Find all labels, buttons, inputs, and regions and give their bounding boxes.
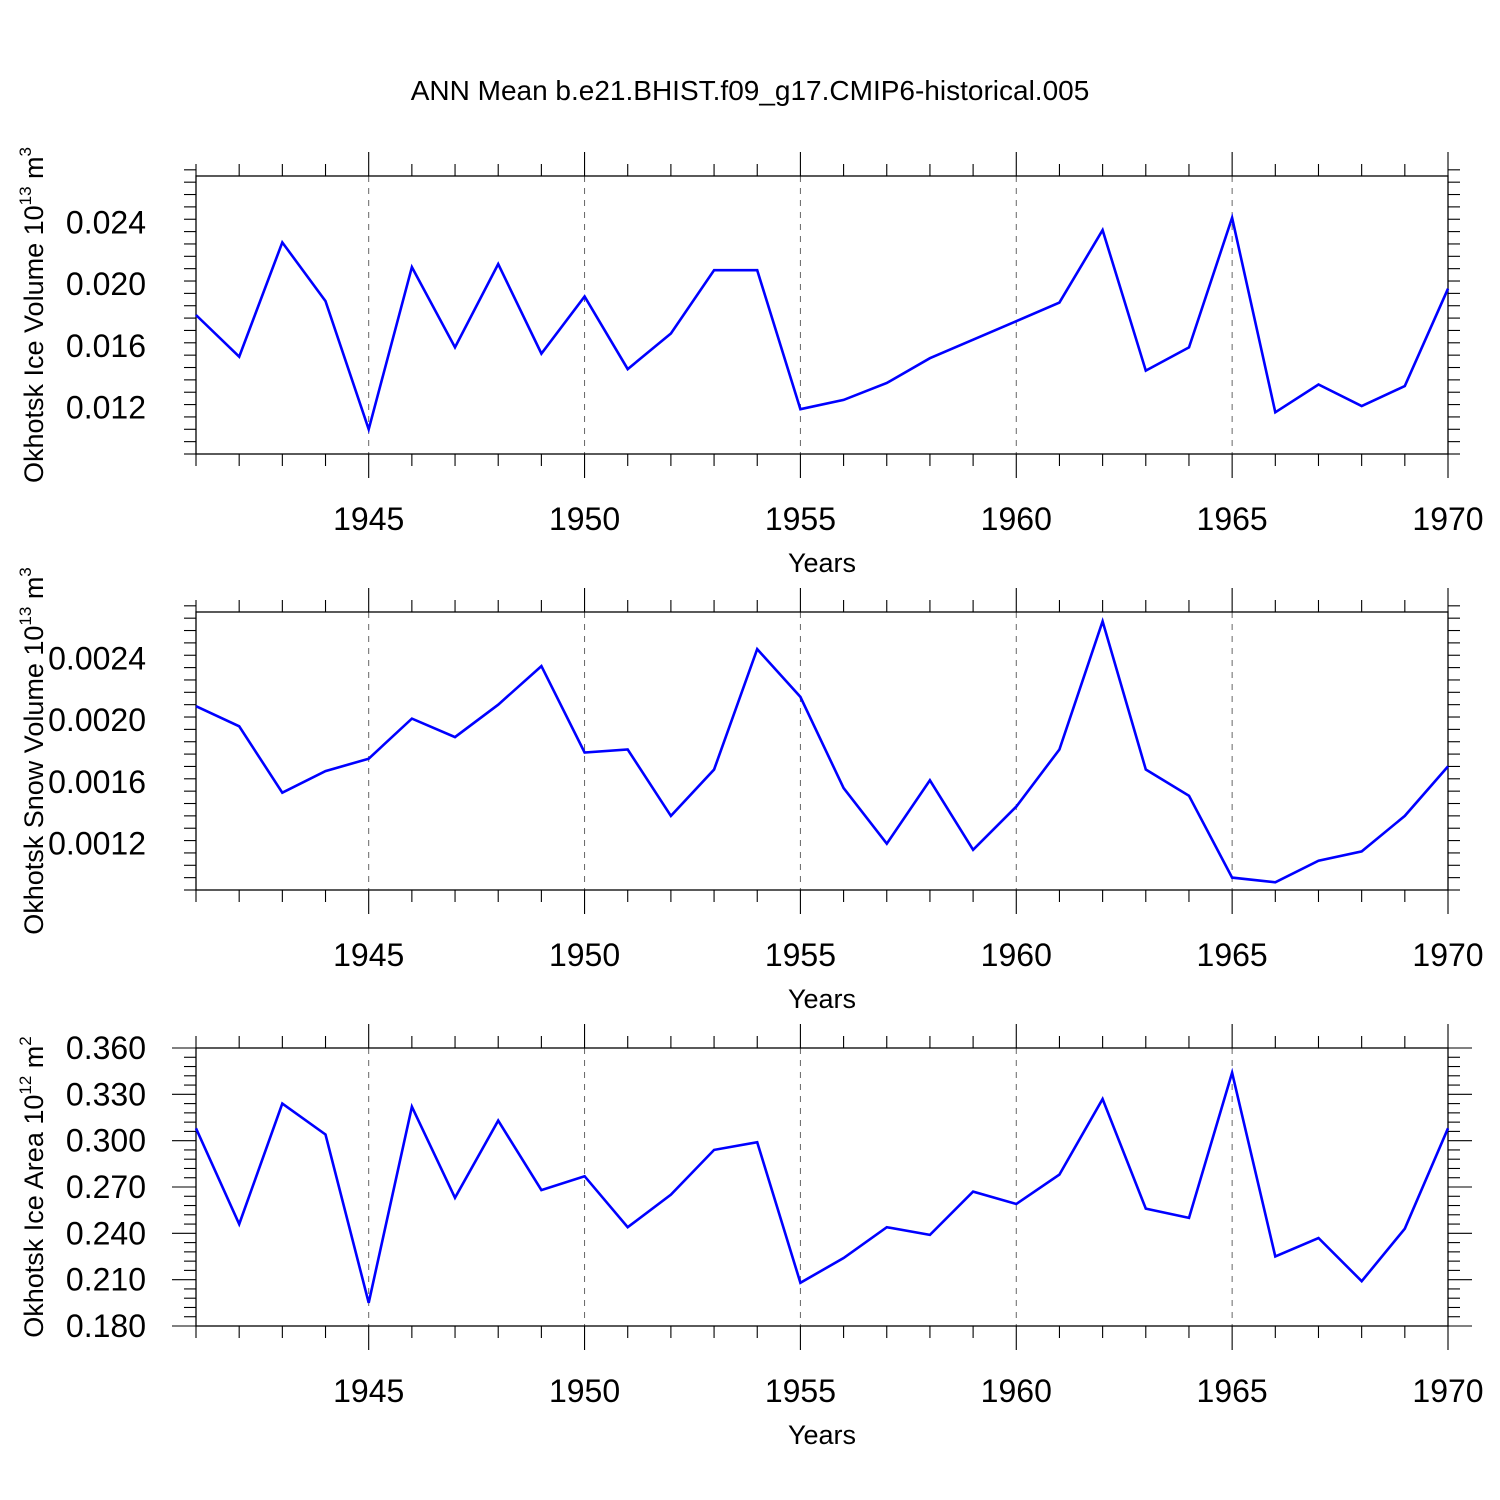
x-axis-label: Years [788,984,856,1014]
x-tick-label: 1960 [981,937,1052,973]
x-tick-label: 1950 [549,501,620,537]
y-axis-label-unit: m [19,156,49,186]
x-tick-label: 1970 [1412,937,1483,973]
x-tick-label: 1960 [981,501,1052,537]
y-axis-label-exponent: 13 [16,607,35,626]
y-tick-label: 0.210 [66,1262,146,1298]
y-axis-label: Okhotsk Ice Area 1012 m2 [16,1036,49,1338]
y-tick-label: 0.024 [66,204,146,240]
x-tick-label: 1970 [1412,1373,1483,1409]
x-tick-label: 1945 [333,501,404,537]
y-tick-label: 0.300 [66,1123,146,1159]
series-line [195,616,1449,884]
series-line [195,212,1450,434]
x-tick-label: 1960 [981,1373,1052,1409]
panels: 0.012 0.016 0.020 0.024 1945 1950 1955 1960 1965… [16,147,1484,1450]
x-tick-label: 1965 [1197,937,1268,973]
y-tick-label: 0.330 [66,1076,146,1112]
y-tick-label: 0.270 [66,1169,146,1205]
y-axis-label-unit: m [19,1046,49,1076]
x-tick-label: 1955 [765,501,836,537]
x-tick-label: 1945 [333,1373,404,1409]
y-axis-label-text: Okhotsk Ice Area 10 [19,1095,49,1338]
y-tick-label: 0.360 [66,1030,146,1066]
x-tick-label: 1955 [765,1373,836,1409]
y-axis-label-text: Okhotsk Snow Volume 10 [19,626,49,935]
panel-2: 0.0012 0.0016 0.0020 0.0024 1945 1950 1955 1960… [16,567,1484,1014]
x-tick-label: 1950 [549,937,620,973]
y-axis-label-exponent: 12 [16,1076,35,1095]
x-tick-label: 1945 [333,937,404,973]
y-tick-label: 0.180 [66,1308,146,1344]
x-tick-label: 1965 [1197,1373,1268,1409]
x-tick-label: 1955 [765,937,836,973]
plot-frame [195,175,1449,455]
x-tick-label: 1965 [1197,501,1268,537]
x-tick-label: 1950 [549,1373,620,1409]
y-axis-label-unit-exponent: 2 [16,1036,35,1045]
y-tick-label: 0.0012 [48,826,146,862]
x-axis-label: Years [788,1420,856,1450]
x-tick-label: 1970 [1412,501,1483,537]
y-axis-label-unit-exponent: 3 [16,567,35,576]
series-line [194,1067,1450,1304]
y-tick-label: 0.012 [66,390,146,426]
y-tick-label: 0.016 [66,328,146,364]
x-axis-label: Years [788,548,856,578]
panel-3: 0.180 0.210 0.240 0.270 0.300 0.330 0.360 1945 1… [16,1024,1484,1450]
panel-1: 0.012 0.016 0.020 0.024 1945 1950 1955 1960 1965… [16,147,1484,578]
y-axis-label-unit-exponent: 3 [16,147,35,156]
y-axis-label-exponent: 13 [16,186,35,205]
y-tick-label: 0.020 [66,266,146,302]
y-tick-label: 0.0020 [48,702,146,738]
y-tick-label: 0.0024 [48,640,146,676]
y-axis-label: Okhotsk Ice Volume 1013 m3 [16,147,49,483]
y-tick-label: 0.240 [66,1215,146,1251]
y-axis-label-text: Okhotsk Ice Volume 10 [19,205,49,483]
y-axis-label: Okhotsk Snow Volume 1013 m3 [16,567,49,935]
y-tick-label: 0.0016 [48,764,146,800]
chart-title: ANN Mean b.e21.BHIST.f09_g17.CMIP6-histo… [411,75,1090,106]
y-axis-label-unit: m [19,577,49,607]
plot-frame [195,611,1449,891]
